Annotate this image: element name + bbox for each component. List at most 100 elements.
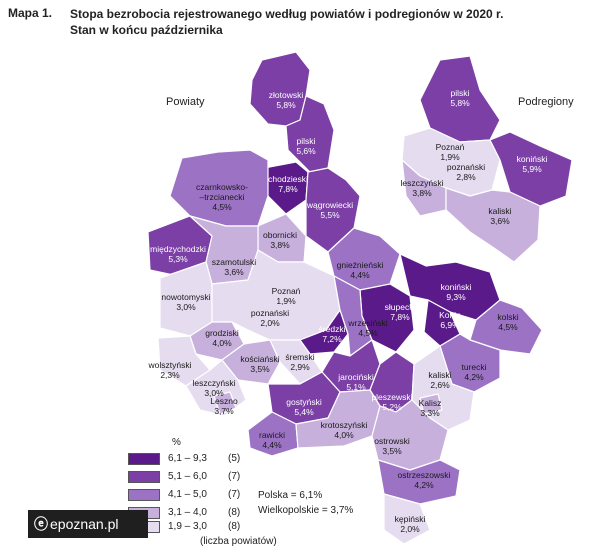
- value-pod-poznanski: 2,8%: [456, 172, 476, 182]
- value-kepinski: 2,0%: [400, 524, 420, 534]
- label-sredzki: średzki: [319, 324, 346, 334]
- value-wrzesinski: 4,5%: [358, 328, 378, 338]
- powiaty-labels: złotowski 5,8% pilski 5,6% chodzieski 7,…: [148, 90, 519, 534]
- label-turecki: turecki: [461, 362, 486, 372]
- value-koninski: 9,3%: [446, 292, 466, 302]
- legend-range: 1,9 – 3,0: [168, 521, 207, 532]
- watermark-text: epoznan.pl: [50, 516, 119, 532]
- map-label: Mapa 1.: [8, 6, 53, 20]
- legend-note: (liczba powiatów): [200, 536, 277, 547]
- value-ostrowski: 3,5%: [382, 446, 402, 456]
- logo-icon: ⓔ: [34, 516, 48, 532]
- value-gnieznienski: 4,4%: [350, 270, 370, 280]
- value-pleszewski: 5,2%: [382, 402, 402, 412]
- label-nowotomyski: nowotomyski: [161, 292, 210, 302]
- label-pod-kaliski: kaliski: [488, 206, 511, 216]
- label-sremski: śremski: [285, 352, 314, 362]
- label-czarnkowsko-2: –trzcianecki: [200, 192, 245, 202]
- label-zlotowski: złotowski: [269, 90, 304, 100]
- legend-count: (7): [228, 489, 241, 500]
- value-koscianski: 3,5%: [250, 364, 270, 374]
- value-leszczynski: 3,0%: [204, 388, 224, 398]
- value-zlotowski: 5,8%: [276, 100, 296, 110]
- value-leszno: 3,7%: [214, 406, 234, 416]
- label-gnieznienski: gnieźnieński: [337, 260, 384, 270]
- label-pod-poznan: Poznań: [436, 142, 465, 152]
- label-pod-koninski: koniński: [517, 154, 548, 164]
- label-leszczynski: leszczyński: [193, 378, 236, 388]
- region-kepinski: [383, 493, 431, 545]
- value-kolski: 4,5%: [498, 322, 518, 332]
- value-szamotulski: 3,6%: [224, 267, 244, 277]
- value-ostrzeszowski: 4,2%: [414, 480, 434, 490]
- label-wrzesinski: wrzesiński: [347, 318, 387, 328]
- legend-row: 6,1 – 9,3 (5): [128, 452, 258, 465]
- label-wolsztynski: wolsztyński: [148, 360, 192, 370]
- label-poznan: Poznań: [272, 286, 301, 296]
- label-szamotulski: szamotulski: [212, 257, 257, 267]
- legend-count: (8): [228, 507, 241, 518]
- region-leszno: [213, 391, 237, 415]
- legend-range: 4,1 – 5,0: [168, 489, 207, 500]
- label-grodziski: grodziski: [205, 328, 239, 338]
- label-kaliski: kaliski: [428, 370, 451, 380]
- value-miedzychodzki: 5,3%: [168, 254, 188, 264]
- value-nowotomyski: 3,0%: [176, 302, 196, 312]
- value-czarnkowsko: 4,5%: [212, 202, 232, 212]
- value-kalisz: 3,3%: [420, 408, 440, 418]
- label-koscianski: kościański: [240, 354, 279, 364]
- legend-count: (5): [228, 453, 241, 464]
- label-rawicki: rawicki: [259, 430, 285, 440]
- legend-range: 3,1 – 4,0: [168, 507, 207, 518]
- label-ostrzeszowski: ostrzeszowski: [398, 470, 451, 480]
- value-pod-poznan: 1,9%: [440, 152, 460, 162]
- legend-count: (8): [228, 521, 241, 532]
- value-grodziski: 4,0%: [212, 338, 232, 348]
- value-obornicki: 3,8%: [270, 240, 290, 250]
- value-kaliski: 2,6%: [430, 380, 450, 390]
- section-label-podregiony: Podregiony: [518, 96, 574, 108]
- label-ostrowski: ostrowski: [374, 436, 410, 446]
- value-konin: 6,9%: [440, 320, 460, 330]
- value-chodzieski: 7,8%: [278, 184, 298, 194]
- legend-row: 4,1 – 5,0 (7): [128, 488, 258, 501]
- label-koninski: koniński: [441, 282, 472, 292]
- legend-swatch: [128, 470, 160, 483]
- value-pilski: 5,6%: [296, 146, 316, 156]
- value-pod-koninski: 5,9%: [522, 164, 542, 174]
- label-wagrowiecki: wągrowiecki: [306, 200, 353, 210]
- value-sredzki: 7,2%: [322, 334, 342, 344]
- value-pod-leszczynski: 3,8%: [412, 188, 432, 198]
- legend-count: (7): [228, 471, 241, 482]
- label-poznanski: poznański: [251, 308, 289, 318]
- value-wolsztynski: 2,3%: [160, 370, 180, 380]
- value-turecki: 4,2%: [464, 372, 484, 382]
- value-slupecki: 7,8%: [390, 312, 410, 322]
- watermark-logo: ⓔ epoznan.pl: [28, 510, 148, 538]
- label-chodzieski: chodzieski: [268, 174, 308, 184]
- value-poznan: 1,9%: [276, 296, 296, 306]
- legend-unit: %: [172, 437, 181, 448]
- section-label-powiaty: Powiaty: [166, 96, 205, 108]
- label-jarocinski: jarociński: [337, 372, 374, 382]
- stat-polska: Polska = 6,1%: [258, 490, 323, 501]
- value-pod-pilski: 5,8%: [450, 98, 470, 108]
- title-line-2: Stan w końcu października: [70, 23, 223, 37]
- label-kolski: kolski: [497, 312, 518, 322]
- legend-range: 6,1 – 9,3: [168, 453, 207, 464]
- label-pod-pilski: pilski: [451, 88, 470, 98]
- label-pleszewski: pleszewski: [371, 392, 412, 402]
- label-slupecki: słupecki: [385, 302, 416, 312]
- podregion-koninski: [489, 131, 573, 207]
- value-poznanski: 2,0%: [260, 318, 280, 328]
- label-pilski: pilski: [297, 136, 316, 146]
- label-konin: Konin: [439, 310, 461, 320]
- label-pod-leszczynski: leszczyński: [401, 178, 444, 188]
- value-pod-kaliski: 3,6%: [490, 216, 510, 226]
- value-krotoszynski: 4,0%: [334, 430, 354, 440]
- value-gostynski: 5,4%: [294, 407, 314, 417]
- podregion-kaliski: [445, 187, 541, 263]
- legend-swatch: [128, 488, 160, 501]
- value-jarocinski: 5,1%: [346, 382, 366, 392]
